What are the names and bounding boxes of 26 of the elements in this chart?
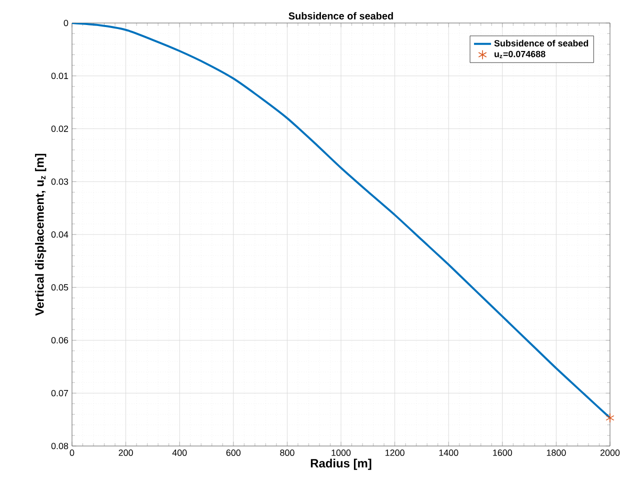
y-tick-label: 0.03	[51, 178, 68, 185]
x-tick-label: 800	[280, 450, 294, 456]
x-tick-label: 600	[226, 450, 241, 456]
y-tick-label: 0.08	[51, 442, 68, 450]
x-tick-label: 1400	[439, 450, 458, 456]
x-tick-label: 1800	[546, 450, 566, 456]
legend-label: u$_{z}$=0.074688	[494, 50, 546, 58]
y-tick-label: 0.01	[51, 72, 68, 80]
chart-title: Subsidence of seabed	[288, 12, 393, 20]
x-tick-label: 1600	[493, 450, 512, 456]
x-tick-label: 1000	[332, 450, 351, 456]
y-tick-label: 0.02	[51, 126, 68, 132]
y-tick-label: 0.05	[51, 284, 68, 291]
x-axis-title: Radius [m]	[310, 458, 372, 470]
x-tick-label: 0	[70, 450, 74, 456]
x-tick-label: 200	[118, 450, 133, 456]
line-series	[72, 23, 610, 419]
y-axis-title: Vertical displacement, u$_{z}$ [m]	[35, 154, 46, 316]
y-tick-label: 0.06	[51, 337, 68, 344]
y-tick-label: 0.07	[51, 390, 68, 396]
legend-label: Subsidence of seabed	[494, 40, 588, 46]
x-tick-label: 2000	[600, 450, 620, 456]
y-tick-label: 0.04	[51, 231, 68, 238]
x-tick-label: 400	[172, 450, 187, 456]
y-tick-label: 0	[64, 20, 68, 26]
x-tick-label: 1200	[386, 450, 404, 456]
